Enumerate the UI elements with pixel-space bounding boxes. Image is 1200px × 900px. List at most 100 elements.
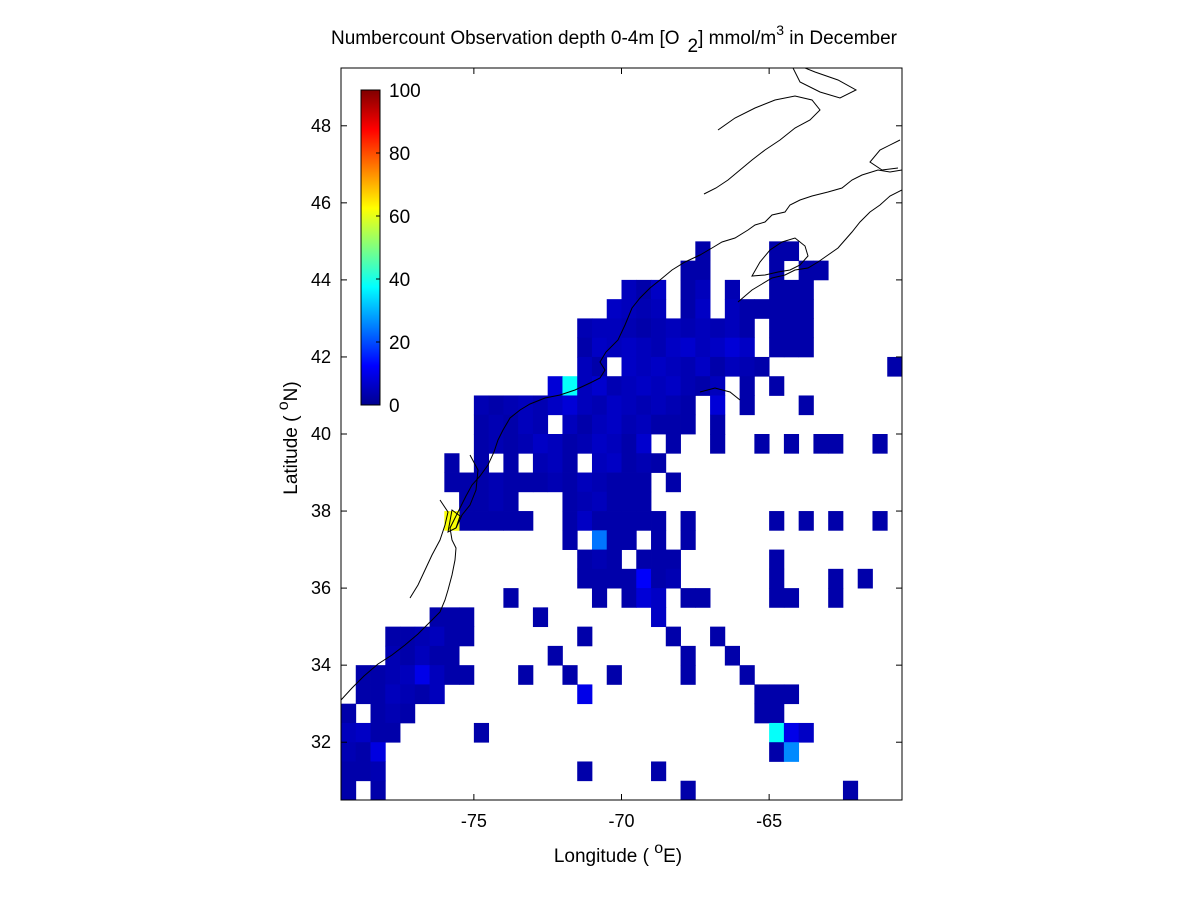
heatmap-cell [459,472,475,493]
heatmap-cell [665,414,681,435]
heatmap-cell [710,376,726,396]
heatmap-cell [370,780,386,800]
heatmap-cell [429,665,445,685]
heatmap-cell [459,665,475,685]
heatmap-cell [651,395,667,416]
heatmap-cell [355,761,371,782]
heatmap-cell [606,568,622,589]
heatmap-cell [828,434,844,454]
heatmap-cell [902,434,917,454]
heatmap-cell [739,665,755,685]
heatmap-cell [385,722,401,743]
title-superscript: 3 [776,22,784,38]
heatmap-cell [488,491,504,512]
heatmap-cell [606,414,622,435]
heatmap-cell [414,626,430,647]
heatmap-cell [518,665,534,685]
heatmap-cell [754,703,770,724]
heatmap-cell [532,607,549,628]
heatmap-cell [606,665,622,685]
coastline [341,68,902,701]
heatmap-cell [680,376,696,396]
heatmap-cell [606,337,622,358]
heatmap-cell [621,356,637,377]
heatmap-cell [606,318,622,339]
heatmap-cell [429,607,445,628]
heatmap-cell [710,626,726,647]
title-subscript: 2 [688,36,699,57]
heatmap-cell [813,434,829,454]
heatmap-cell [532,453,549,473]
heatmap-cell [606,299,622,319]
heatmap-cell [591,472,608,493]
heatmap-cell [473,434,490,454]
heatmap-cell [680,414,696,435]
heatmap-cell [828,568,844,589]
heatmap-cell [636,434,652,454]
heatmap-cell [636,318,652,339]
heatmap-cell [577,472,593,493]
heatmap-cell [414,665,430,685]
heatmap-cell [577,568,593,589]
heatmap-cell [695,356,711,377]
heatmap-cell [518,511,534,531]
colorbar-gradient [361,90,380,405]
heatmap-cell [532,414,549,435]
heatmap-cell [636,568,652,589]
colorbar-tick-label: 100 [389,81,421,102]
heatmap-cell [842,780,859,800]
heatmap-cell [591,549,608,570]
heatmap-cell [355,684,371,705]
colorbar-ticks: 0 20 40 60 80 100 [376,81,421,417]
heatmap-cell [754,299,770,319]
heatmap-cell [769,568,785,589]
chart-title: Numbercount Observation depth 0-4m [O 2] … [331,22,898,57]
y-tick-label: 34 [311,655,331,675]
heatmap-cell [400,665,416,685]
heatmap-cell [680,318,696,339]
heatmap-cell [532,472,549,493]
heatmap-cell [562,453,578,473]
heatmap-cell [577,376,593,396]
heatmap-cell [577,549,593,570]
heatmap-cell [341,761,357,782]
heatmap-cell [680,530,696,550]
heatmap-cell [636,337,652,358]
heatmap-cell [828,511,844,531]
heatmap-cell [473,511,490,531]
heatmap-cell [665,472,681,493]
heatmap-cell [370,665,386,685]
y-tick-label: 32 [311,732,331,752]
heatmap-cell [798,511,814,531]
heatmap-cell [577,761,593,782]
heatmap-cell [665,549,681,570]
heatmap-cell [547,472,563,493]
heatmap-cell [385,800,400,820]
heatmap-cell [769,742,785,762]
heatmap-cell [636,588,652,608]
heatmap-cell [591,511,608,531]
heatmap-cell [783,684,800,705]
heatmap-cell [651,549,667,570]
colorbar-tick-label: 80 [389,144,410,165]
heatmap-cell [769,260,785,281]
heatmap-cell [798,299,814,319]
heatmap-cell [591,337,608,358]
heatmap-cell [370,722,386,743]
heatmap-cell [665,568,681,589]
heatmap-cell [621,279,637,300]
heatmap-cell [695,279,711,300]
heatmap-cell [651,453,667,473]
heatmap-cell [503,434,519,454]
heatmap-cell [695,241,711,262]
heatmap-cell [341,742,357,762]
heatmap-cell [473,414,490,435]
heatmap-cell [783,337,800,358]
heatmap-cell [503,453,519,473]
heatmap-cell [473,395,490,416]
heatmap-cell [651,588,667,608]
heatmap-cell [798,337,814,358]
colorbar-tick-label: 40 [389,270,410,291]
heatmap-cell [710,318,726,339]
